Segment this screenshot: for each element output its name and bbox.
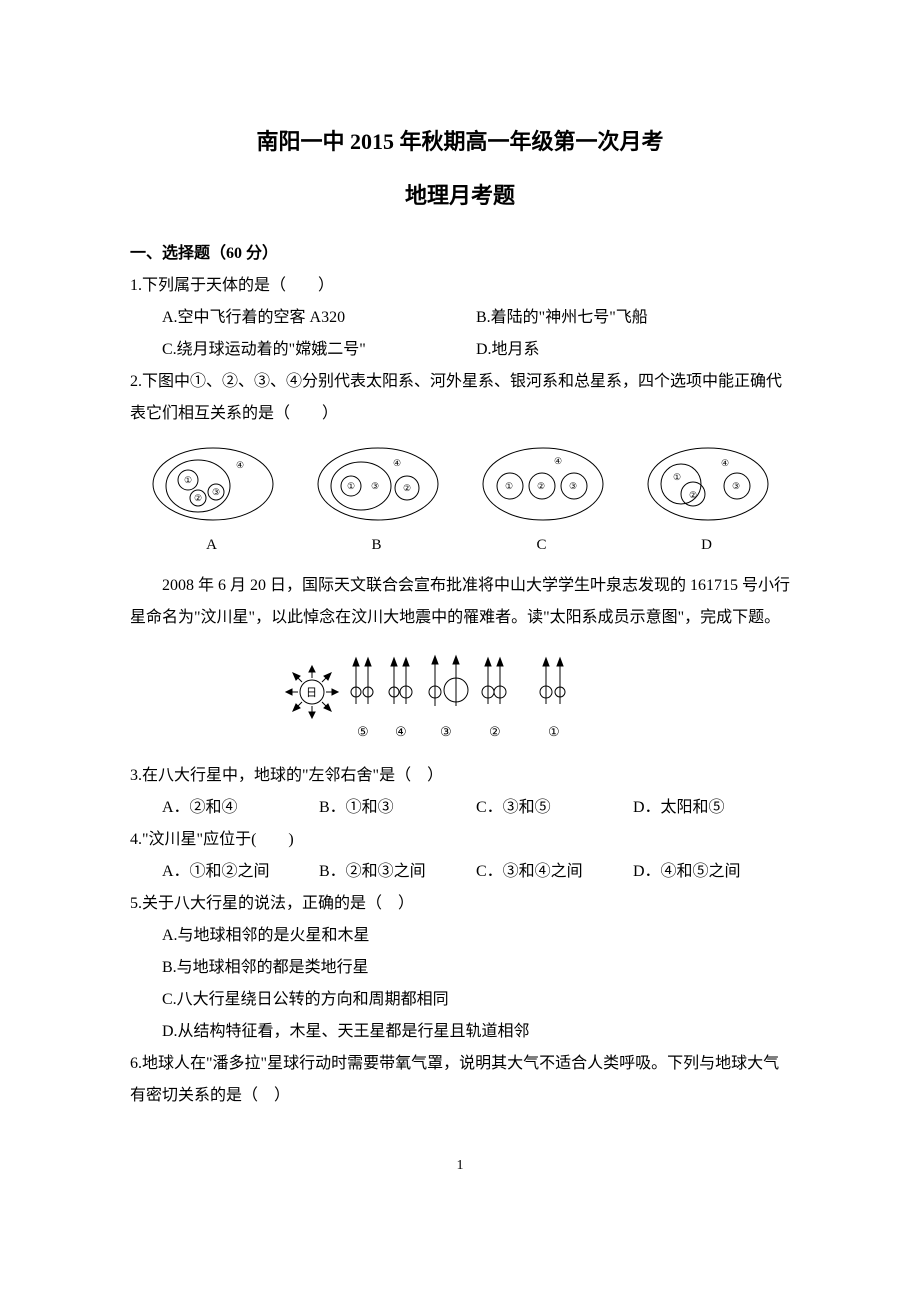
- q4-option-d: D．④和⑤之间: [633, 856, 790, 888]
- q1-option-b: B.着陆的"神州七号"飞船: [476, 302, 790, 334]
- venn-c: ① ② ③ ④ C: [478, 444, 608, 560]
- q5-option-a: A.与地球相邻的是火星和木星: [130, 920, 790, 952]
- exam-title: 南阳一中 2015 年秋期高一年级第一次月考: [130, 120, 790, 164]
- venn-a-label: A: [148, 530, 278, 560]
- svg-text:④: ④: [393, 458, 401, 468]
- svg-text:①: ①: [673, 472, 681, 482]
- q1-option-c: C.绕月球运动着的"嫦娥二号": [162, 334, 476, 366]
- q5-option-b: B.与地球相邻的都是类地行星: [130, 952, 790, 984]
- svg-text:①: ①: [505, 481, 513, 491]
- svg-text:③: ③: [569, 481, 577, 491]
- q6-stem: 6.地球人在"潘多拉"星球行动时需要带氧气罩，说明其大气不适合人类呼吸。下列与地…: [130, 1048, 790, 1112]
- svg-text:②: ②: [537, 481, 545, 491]
- q3-option-a: A．②和④: [162, 792, 319, 824]
- q4-option-a: A．①和②之间: [162, 856, 319, 888]
- svg-text:③: ③: [212, 487, 220, 497]
- svg-text:④: ④: [395, 724, 407, 739]
- q1-option-d: D.地月系: [476, 334, 790, 366]
- q1-stem: 1.下列属于天体的是（ ）: [130, 270, 790, 302]
- svg-text:①: ①: [548, 724, 560, 739]
- svg-text:④: ④: [554, 456, 562, 466]
- svg-text:⑤: ⑤: [357, 724, 369, 739]
- exam-page: 南阳一中 2015 年秋期高一年级第一次月考 地理月考题 一、选择题（60 分）…: [0, 0, 920, 1220]
- solar-system-diagram: 日: [130, 644, 790, 754]
- venn-c-label: C: [478, 530, 608, 560]
- q2-venn-diagram: ① ② ③ ④ A ① ③ ② ④ B: [130, 444, 790, 560]
- q2-stem: 2.下图中①、②、③、④分别代表太阳系、河外星系、银河系和总星系，四个选项中能正…: [130, 366, 790, 430]
- q5-option-d: D.从结构特征看，木星、天王星都是行星且轨道相邻: [130, 1016, 790, 1048]
- q3-option-d: D．太阳和⑤: [633, 792, 790, 824]
- svg-text:①: ①: [347, 481, 355, 491]
- q3-option-c: C．③和⑤: [476, 792, 633, 824]
- q3-stem: 3.在八大行星中，地球的"左邻右舍"是（ ）: [130, 760, 790, 792]
- svg-text:③: ③: [440, 724, 452, 739]
- passage-1: 2008 年 6 月 20 日，国际天文联合会宣布批准将中山大学学生叶泉志发现的…: [130, 570, 790, 634]
- venn-d-label: D: [643, 530, 773, 560]
- svg-text:日: 日: [306, 687, 317, 699]
- q5-option-c: C.八大行星绕日公转的方向和周期都相同: [130, 984, 790, 1016]
- q3-option-b: B．①和③: [319, 792, 476, 824]
- svg-text:②: ②: [689, 490, 697, 500]
- svg-text:①: ①: [184, 475, 192, 485]
- q1-option-a: A.空中飞行着的空客 A320: [162, 302, 476, 334]
- svg-text:④: ④: [721, 458, 729, 468]
- q4-stem: 4."汶川星"应位于( ): [130, 824, 790, 856]
- venn-b-label: B: [313, 530, 443, 560]
- q4-option-b: B．②和③之间: [319, 856, 476, 888]
- venn-b: ① ③ ② ④ B: [313, 444, 443, 560]
- svg-text:③: ③: [371, 481, 379, 491]
- section-1-heading: 一、选择题（60 分）: [130, 238, 790, 270]
- svg-text:②: ②: [403, 483, 411, 493]
- venn-a: ① ② ③ ④ A: [148, 444, 278, 560]
- exam-subtitle: 地理月考题: [130, 174, 790, 218]
- svg-text:②: ②: [194, 493, 202, 503]
- q5-stem: 5.关于八大行星的说法，正确的是（ ）: [130, 888, 790, 920]
- svg-text:④: ④: [236, 460, 244, 470]
- venn-d: ① ② ③ ④ D: [643, 444, 773, 560]
- svg-text:③: ③: [732, 481, 740, 491]
- page-number: 1: [130, 1152, 790, 1180]
- svg-text:②: ②: [489, 724, 501, 739]
- q4-option-c: C．③和④之间: [476, 856, 633, 888]
